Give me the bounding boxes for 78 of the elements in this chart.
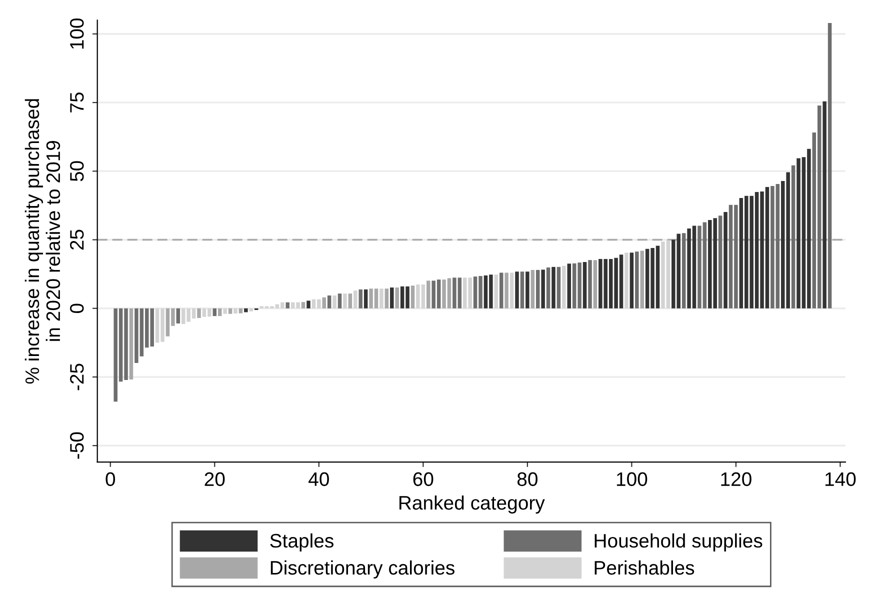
bar	[588, 260, 592, 308]
bar	[526, 272, 530, 308]
bar	[301, 302, 306, 308]
y-tick-label: -25	[70, 364, 84, 390]
bar	[354, 290, 358, 308]
bar	[249, 308, 254, 312]
bar	[499, 272, 504, 308]
x-tick-label: 20	[204, 472, 225, 486]
x-tick-label: 100	[616, 472, 648, 486]
legend-label: Discretionary calories	[270, 560, 454, 579]
bar	[718, 216, 722, 308]
bar	[176, 308, 180, 324]
bar	[582, 262, 587, 308]
bar	[286, 302, 290, 308]
bar	[541, 270, 545, 308]
bar	[515, 272, 519, 308]
bar	[322, 297, 326, 308]
bar	[212, 308, 217, 316]
bar	[129, 308, 134, 380]
bar	[630, 252, 634, 308]
bar	[390, 288, 394, 308]
bar	[520, 272, 524, 308]
x-tick-label: 60	[413, 472, 434, 486]
x-tick-label: 120	[721, 472, 752, 486]
bar	[410, 286, 415, 308]
y-tick-label: 0	[70, 304, 84, 314]
bar	[348, 294, 352, 308]
y-axis-title: % increase in quantity purchased in 2020 relative to 2019	[24, 99, 60, 384]
bar	[364, 289, 368, 308]
bar	[791, 165, 796, 308]
bar	[234, 308, 238, 314]
bar	[822, 101, 826, 308]
bar	[395, 288, 399, 308]
bar	[358, 289, 362, 308]
x-tick-label: 0	[106, 472, 116, 486]
bar	[682, 233, 686, 308]
x-tick-label: 140	[825, 472, 856, 486]
bar	[384, 288, 389, 308]
bar	[380, 288, 384, 308]
bar	[332, 295, 336, 308]
bar	[624, 252, 628, 308]
x-tick-label: 40	[308, 472, 329, 486]
bar	[546, 267, 550, 308]
bar	[426, 280, 430, 308]
bar	[228, 308, 232, 314]
y-tick-label: 75	[70, 92, 84, 112]
bar	[343, 294, 347, 308]
bar	[828, 22, 832, 308]
y-tick-label: -50	[70, 432, 84, 459]
bar	[223, 308, 227, 314]
bar	[238, 308, 243, 314]
bar	[338, 294, 342, 308]
legend-label: Perishables	[594, 560, 694, 575]
bar	[640, 250, 644, 308]
y-tick-label: 50	[70, 161, 84, 182]
bar	[530, 270, 535, 308]
bar	[306, 300, 310, 308]
legend-label: Staples	[270, 533, 334, 552]
bar	[218, 308, 222, 316]
bar	[504, 272, 508, 308]
legend-label: Household supplies	[594, 533, 762, 552]
x-tick-label: 80	[517, 472, 538, 486]
bar	[327, 295, 332, 308]
bar	[593, 260, 598, 308]
y-tick-label: 25	[70, 230, 84, 250]
bar	[197, 308, 201, 318]
bar	[536, 270, 540, 308]
bar	[562, 266, 566, 308]
bar	[244, 308, 248, 312]
bar	[635, 252, 639, 308]
bar	[552, 266, 556, 308]
y-tick-label: 100	[70, 18, 84, 49]
bar	[556, 266, 561, 308]
bar	[567, 264, 572, 308]
bar	[510, 272, 514, 308]
bar	[724, 212, 728, 308]
x-axis-title: Ranked category	[399, 495, 545, 514]
bar	[494, 274, 498, 308]
